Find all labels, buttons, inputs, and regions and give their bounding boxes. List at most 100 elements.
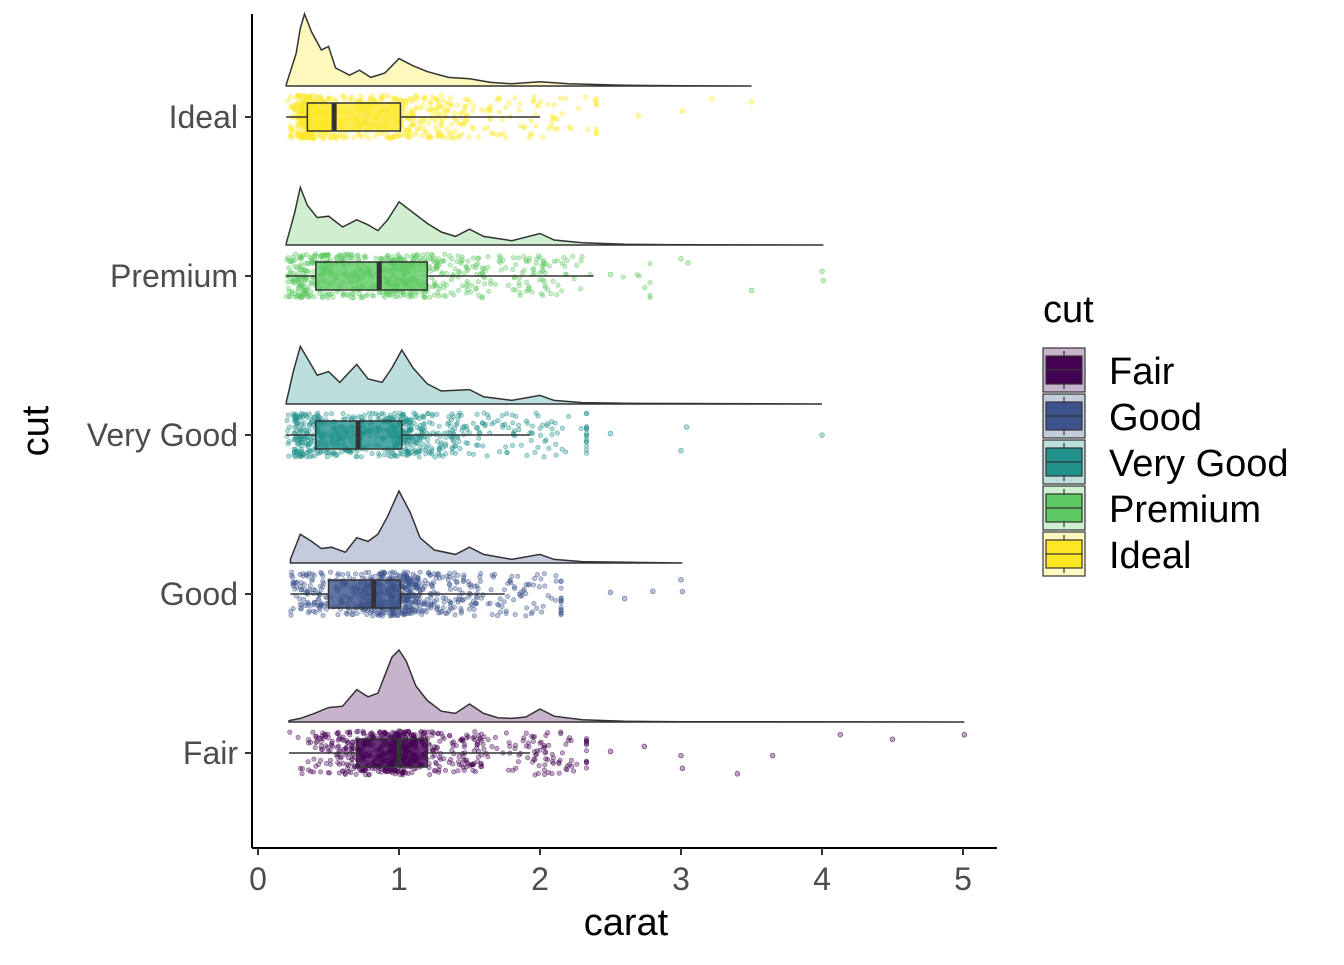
point: [316, 290, 322, 296]
x-ticks: 0 1 2 3 4 5: [249, 848, 972, 897]
point: [403, 611, 409, 617]
point: [349, 96, 355, 102]
point: [363, 570, 369, 576]
point: [503, 265, 509, 271]
point: [351, 295, 357, 301]
point: [322, 131, 328, 137]
point: [420, 441, 426, 447]
point: [323, 594, 329, 600]
point: [297, 104, 303, 110]
point: [455, 287, 461, 293]
point: [347, 729, 353, 735]
point: [397, 451, 403, 457]
point: [558, 598, 564, 604]
point: [461, 572, 467, 578]
point: [311, 453, 317, 459]
point: [454, 102, 460, 108]
point: [506, 740, 512, 746]
point: [497, 609, 503, 615]
point: [292, 291, 298, 297]
point: [542, 583, 548, 589]
point: [502, 421, 508, 427]
point: [455, 134, 461, 140]
point: [517, 123, 523, 129]
point: [345, 291, 351, 297]
point: [286, 438, 292, 444]
point: [453, 743, 459, 749]
point: [543, 749, 549, 755]
point: [454, 259, 460, 265]
point: [555, 282, 561, 288]
point: [583, 748, 589, 754]
outlier-point: [678, 447, 684, 454]
point: [549, 432, 555, 438]
point: [355, 291, 361, 297]
point: [431, 292, 437, 298]
point: [378, 96, 384, 102]
point: [356, 256, 362, 262]
point: [569, 763, 575, 769]
point: [319, 252, 325, 258]
point: [436, 293, 442, 299]
point: [425, 411, 431, 417]
point: [562, 95, 568, 101]
point: [558, 604, 564, 610]
point: [578, 258, 584, 264]
point: [531, 601, 537, 607]
point: [499, 117, 505, 123]
point: [384, 255, 390, 261]
point: [442, 251, 448, 257]
point: [424, 596, 430, 602]
iqr-box: [355, 738, 428, 768]
point: [545, 770, 551, 776]
point: [339, 255, 345, 261]
point: [306, 411, 312, 417]
x-tick-label: 1: [390, 861, 408, 897]
point: [423, 129, 429, 135]
point: [290, 125, 296, 131]
point: [509, 443, 515, 449]
point: [291, 106, 297, 112]
point: [574, 262, 580, 268]
point: [414, 104, 420, 110]
point: [297, 606, 303, 612]
point: [285, 428, 291, 434]
point: [534, 605, 540, 611]
point: [421, 421, 427, 427]
point: [476, 292, 482, 298]
point: [478, 571, 484, 577]
point: [471, 606, 477, 612]
point: [464, 278, 470, 284]
point: [338, 755, 344, 761]
point: [378, 769, 384, 775]
point: [503, 608, 509, 614]
point: [516, 107, 522, 113]
point: [526, 285, 532, 291]
point: [523, 613, 529, 619]
point: [492, 571, 498, 577]
point: [445, 100, 451, 106]
point: [450, 414, 456, 420]
point: [496, 95, 502, 101]
point: [432, 282, 438, 288]
point: [513, 765, 519, 771]
point: [462, 103, 468, 109]
point: [447, 586, 453, 592]
point: [345, 414, 351, 420]
point: [531, 575, 537, 581]
point: [552, 420, 558, 426]
point: [387, 570, 393, 576]
point: [404, 605, 410, 611]
point: [402, 418, 408, 424]
point: [558, 595, 564, 601]
point: [566, 124, 572, 130]
point: [453, 422, 459, 428]
point: [360, 295, 366, 301]
point: [323, 743, 329, 749]
point: [427, 101, 433, 107]
point: [364, 733, 370, 739]
point: [324, 454, 330, 460]
point: [530, 98, 536, 104]
point: [530, 734, 536, 740]
point: [542, 744, 548, 750]
